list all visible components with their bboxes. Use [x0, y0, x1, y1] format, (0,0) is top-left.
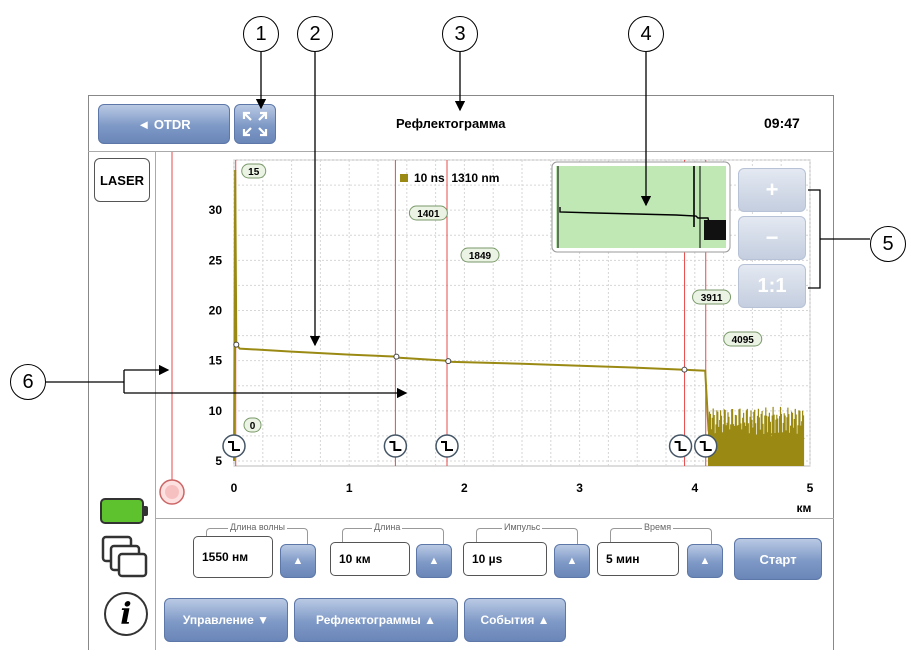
wavelength-up-button[interactable]: ▲ — [280, 544, 316, 578]
marker-tags: 15 1401 1849 3911 4095 0 — [241, 163, 763, 433]
time-field[interactable]: 5 мин — [597, 542, 679, 576]
x-tick-label: 4 — [691, 481, 698, 495]
info-icon: i — [120, 596, 132, 632]
battery-tip — [144, 506, 148, 516]
event-point — [681, 366, 688, 373]
reflectogram-chart[interactable]: 30 25 20 15 10 5 0 1 2 3 4 5 км 15 1401 1849 3911 4095… — [156, 152, 826, 520]
callout-2: 2 — [297, 16, 333, 52]
y-tick-label: 15 — [209, 354, 223, 368]
param-title-length: Длина — [372, 522, 403, 532]
legend-swatch — [400, 174, 408, 182]
length-field[interactable]: 10 км — [330, 542, 410, 576]
marker-tag-label: 4095 — [732, 335, 755, 346]
x-tick-label: 5 — [807, 481, 814, 495]
param-title-wavelength: Длина волны — [228, 522, 288, 532]
zoom-out-button[interactable]: − — [738, 216, 806, 260]
tab-control[interactable]: Управление ▼ — [164, 598, 288, 642]
event-icon-glyph — [699, 441, 712, 451]
legend-label: 10 ns 1310 nm — [414, 171, 499, 185]
time-up-button[interactable]: ▲ — [687, 544, 723, 578]
y-tick-label: 30 — [209, 203, 223, 217]
marker-tag-label: 1849 — [469, 251, 492, 262]
x-tick-label: 3 — [576, 481, 583, 495]
y-tick-label: 10 — [209, 404, 223, 418]
event-icon-glyph — [674, 441, 687, 451]
header-divider — [88, 151, 834, 152]
marker-tag-bg — [692, 289, 732, 305]
marker-tag: 4095 — [723, 331, 763, 347]
marker-tag: 3911 — [692, 289, 732, 305]
x-tick-label: 1 — [346, 481, 353, 495]
start-button[interactable]: Старт — [734, 538, 822, 580]
marker-tag: 15 — [241, 163, 267, 179]
clock: 09:47 — [764, 115, 800, 131]
event-icon-glyph — [228, 441, 240, 451]
x-axis-ticks: 0 1 2 3 4 5 — [231, 481, 814, 495]
battery-icon — [100, 498, 144, 524]
zoom-reset-button[interactable]: 1:1 — [738, 264, 806, 308]
marker-tag-label: 1401 — [417, 209, 440, 220]
y-tick-label: 20 — [209, 303, 223, 317]
bottom-divider — [156, 518, 834, 519]
traces-icon[interactable] — [100, 534, 148, 580]
y-tick-label: 5 — [215, 454, 222, 468]
event-point — [445, 358, 452, 365]
expand-icon — [242, 111, 268, 137]
tab-reflectograms[interactable]: Рефлектограммы ▲ — [294, 598, 458, 642]
marker-tag: 0 — [243, 417, 262, 433]
y-axis-ticks: 30 25 20 15 10 5 — [209, 203, 223, 468]
x-tick-label: 2 — [461, 481, 468, 495]
back-otdr-button[interactable]: ◄ OTDR — [98, 104, 230, 144]
marker-tag-label: 3911 — [701, 293, 723, 304]
callout-3: 3 — [442, 16, 478, 52]
marker-tag-bg — [408, 205, 448, 221]
wavelength-field[interactable]: 1550 нм — [193, 536, 273, 578]
param-title-time: Время — [642, 522, 674, 532]
event-icons — [222, 341, 718, 458]
length-up-button[interactable]: ▲ — [416, 544, 452, 578]
marker-tag-bg — [241, 163, 267, 179]
marker-tag: 1849 — [460, 247, 500, 263]
x-tick-label: 0 — [231, 481, 238, 495]
callout-5: 5 — [870, 226, 906, 262]
marker-tag: 1401 — [408, 205, 448, 221]
marker-tag-label: 15 — [248, 167, 260, 178]
callout-1: 1 — [243, 16, 279, 52]
x-axis-unit: км — [797, 501, 812, 515]
event-icon-glyph — [441, 441, 454, 451]
marker-tag-bg — [460, 247, 500, 263]
event-point — [233, 341, 240, 348]
marker-tag-label: 0 — [250, 421, 256, 432]
y-tick-label: 25 — [209, 253, 223, 267]
laser-button[interactable]: LASER — [94, 158, 150, 202]
callout-4: 4 — [628, 16, 664, 52]
info-button[interactable]: i — [104, 592, 148, 636]
fullscreen-button[interactable] — [234, 104, 276, 144]
param-title-pulse: Импульс — [502, 522, 543, 532]
sidebar-divider — [155, 152, 156, 650]
event-point — [393, 353, 400, 360]
zoom-in-button[interactable]: + — [738, 168, 806, 212]
marker-tag-bg — [243, 417, 262, 433]
marker-tag-bg — [723, 331, 763, 347]
tab-events[interactable]: События ▲ — [464, 598, 566, 642]
event-icon-glyph — [389, 441, 402, 451]
pulse-up-button[interactable]: ▲ — [554, 544, 590, 578]
pulse-field[interactable]: 10 µs — [463, 542, 547, 576]
page-title: Рефлектограмма — [396, 116, 506, 131]
trace-line — [233, 169, 805, 462]
callout-6: 6 — [10, 364, 46, 400]
overview-minimap[interactable] — [551, 161, 731, 253]
